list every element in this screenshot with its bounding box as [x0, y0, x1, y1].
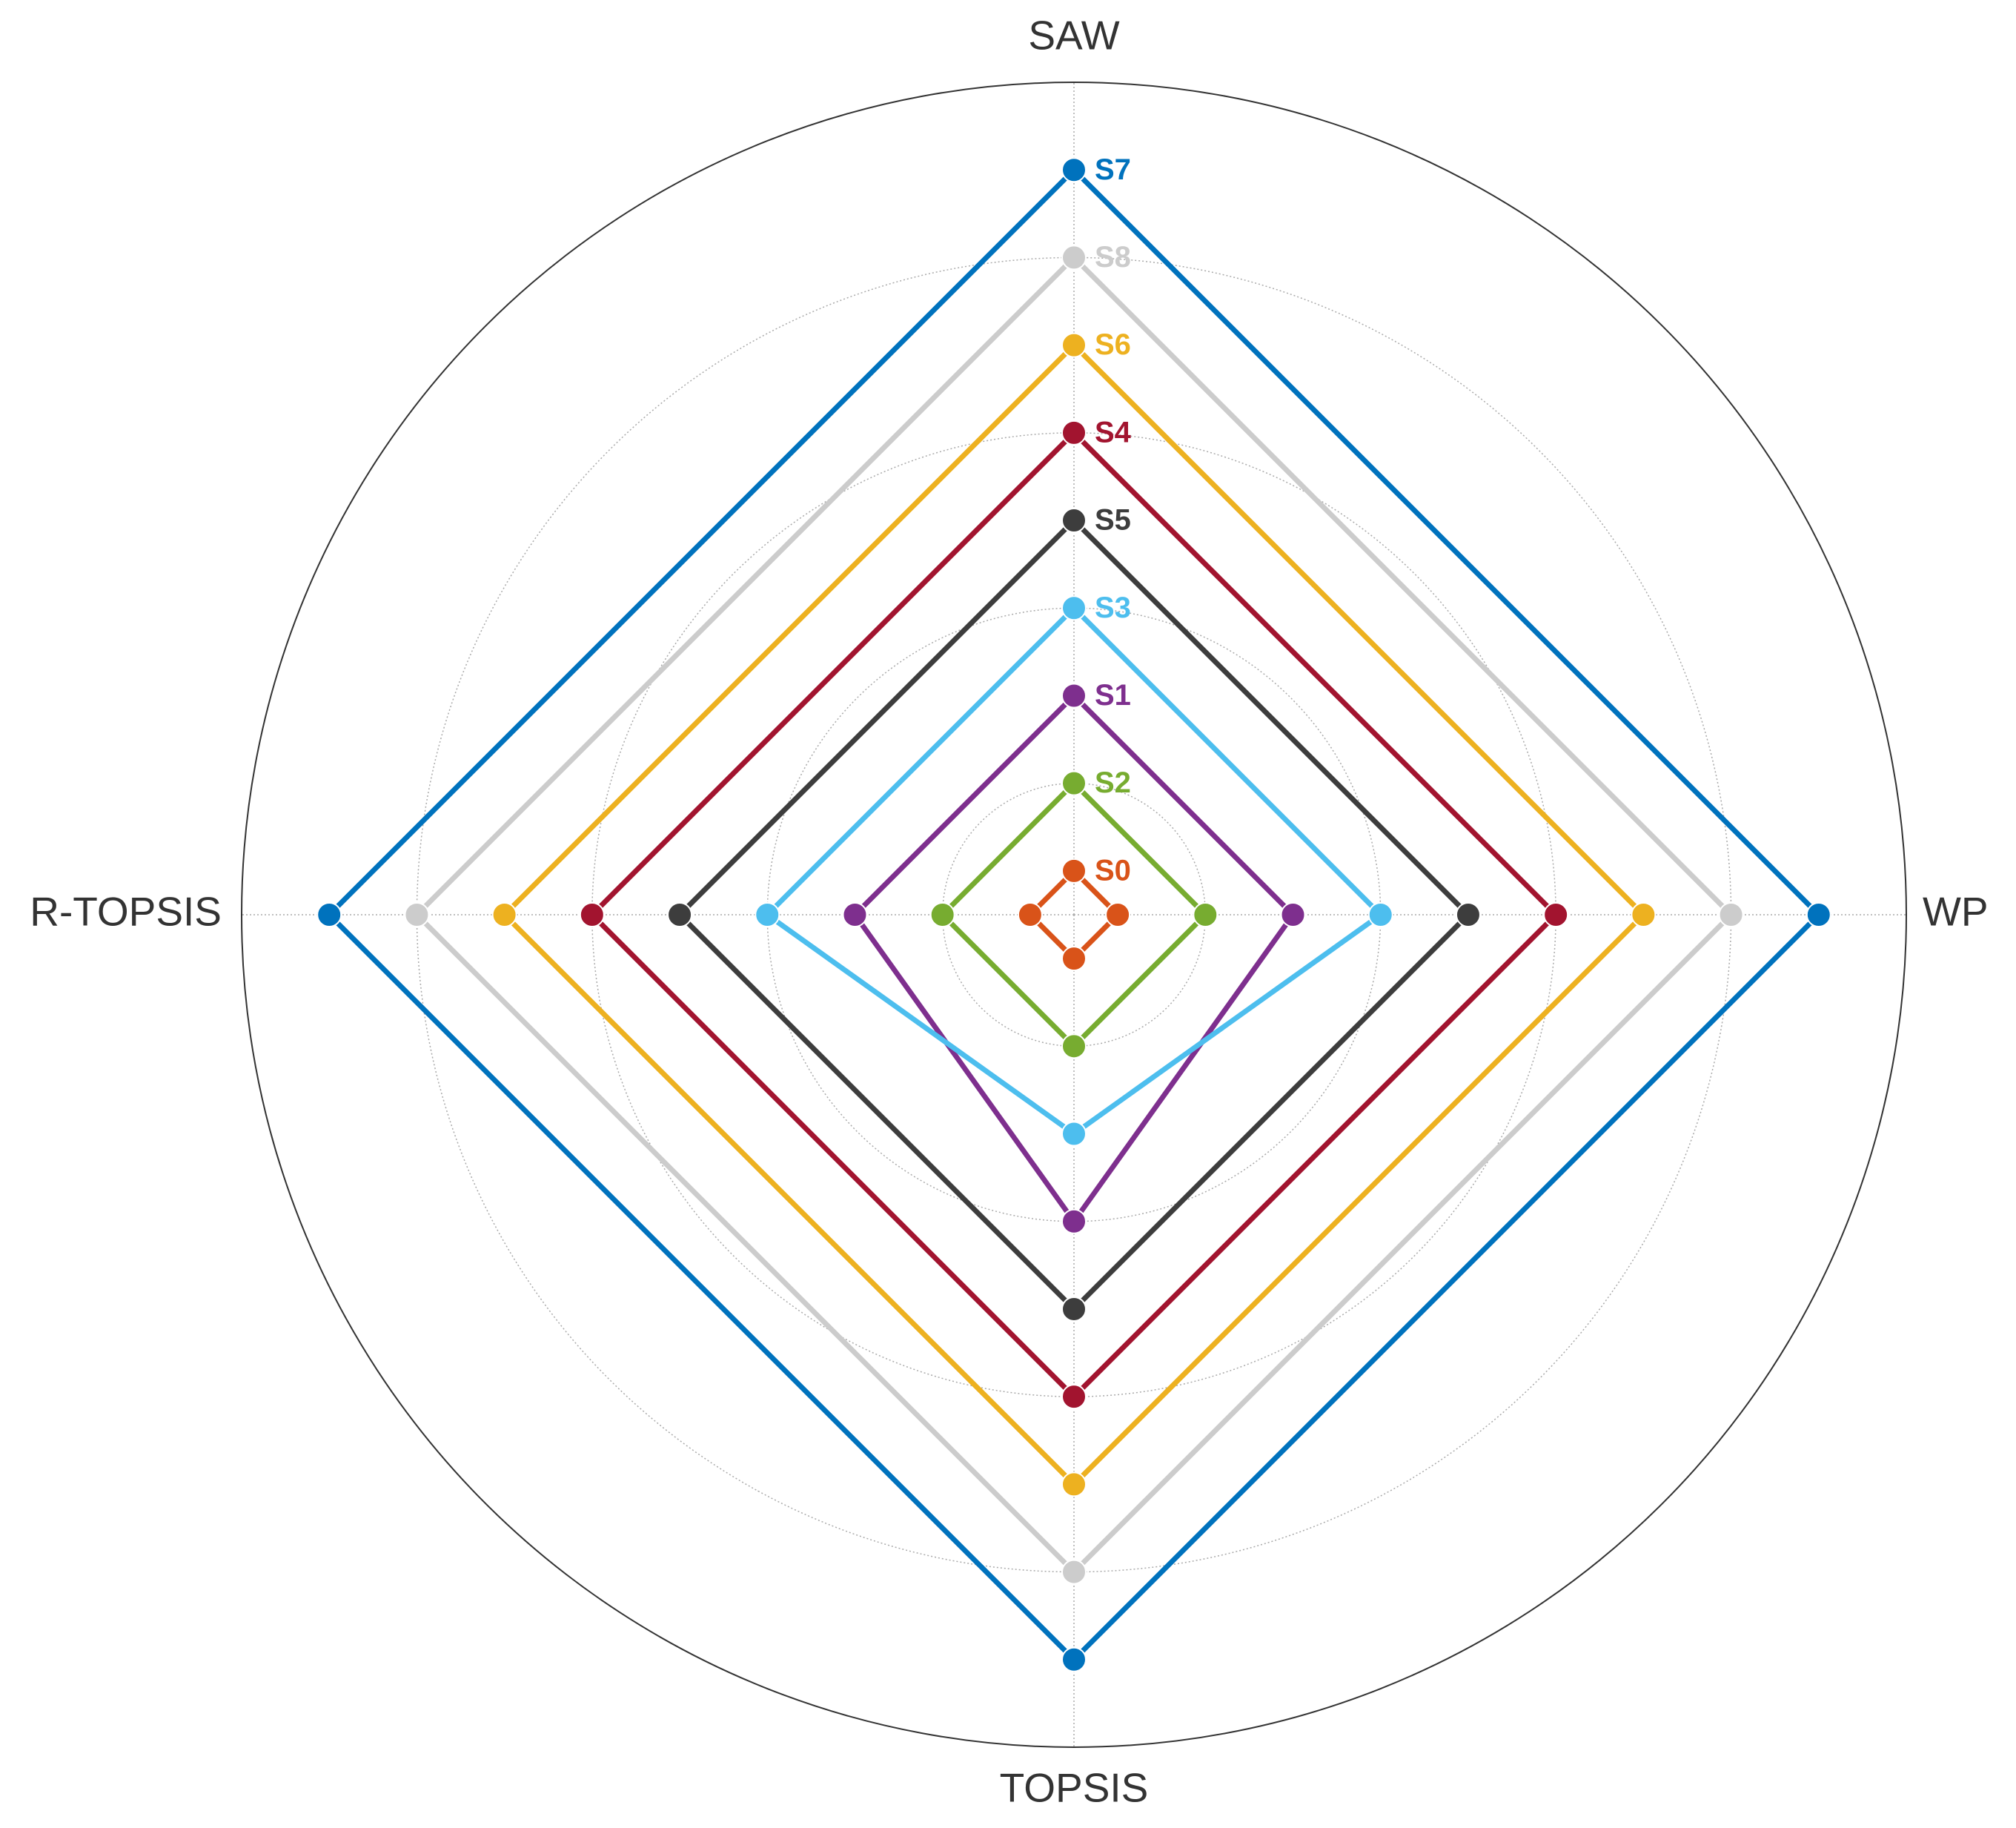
series-marker [1455, 902, 1481, 927]
series-marker [1061, 245, 1087, 271]
series-marker [404, 902, 430, 927]
series-label: S5 [1095, 504, 1131, 537]
series-marker [842, 902, 868, 927]
series-label: S0 [1095, 854, 1131, 887]
series-marker [1718, 902, 1744, 927]
series-marker [1367, 902, 1393, 927]
axis-label: TOPSIS [1000, 1765, 1149, 1811]
series-marker [1543, 902, 1569, 927]
series-marker [1061, 683, 1087, 709]
series-label: S7 [1095, 153, 1131, 186]
series-marker [1061, 508, 1087, 534]
series-marker [1061, 1559, 1087, 1585]
outer-ring [241, 82, 1907, 1748]
series-marker [1017, 902, 1043, 927]
series-label: S6 [1095, 328, 1131, 361]
series-label: S2 [1095, 766, 1131, 799]
series-marker [755, 902, 780, 927]
series-marker [1105, 902, 1131, 927]
series-marker [1806, 902, 1831, 927]
series-marker [1061, 1384, 1087, 1410]
series-label: S1 [1095, 679, 1131, 712]
series-marker [1061, 1296, 1087, 1322]
series-marker [1061, 770, 1087, 796]
series-marker [929, 902, 955, 927]
series-label: S3 [1095, 592, 1131, 624]
series-label: S4 [1095, 416, 1132, 448]
series-marker [579, 902, 605, 927]
series-marker [1061, 1208, 1087, 1234]
series-marker [316, 902, 342, 927]
series-marker [667, 902, 693, 927]
series-marker [491, 902, 517, 927]
axis-label: WP [1923, 889, 1989, 935]
series-marker [1061, 332, 1087, 358]
series-marker [1061, 1646, 1087, 1672]
series-marker [1631, 902, 1657, 927]
series-marker [1061, 946, 1087, 972]
series-marker [1061, 595, 1087, 621]
series-marker [1061, 1121, 1087, 1147]
series-marker [1061, 858, 1087, 884]
series-marker [1061, 1471, 1087, 1497]
series-marker [1193, 902, 1218, 927]
series-marker [1061, 420, 1087, 446]
series-label: S8 [1095, 241, 1131, 274]
series-marker [1280, 902, 1306, 927]
axis-label: SAW [1028, 13, 1119, 59]
series-marker [1061, 1033, 1087, 1059]
axis-label: R-TOPSIS [30, 889, 222, 935]
series-marker [1061, 157, 1087, 183]
